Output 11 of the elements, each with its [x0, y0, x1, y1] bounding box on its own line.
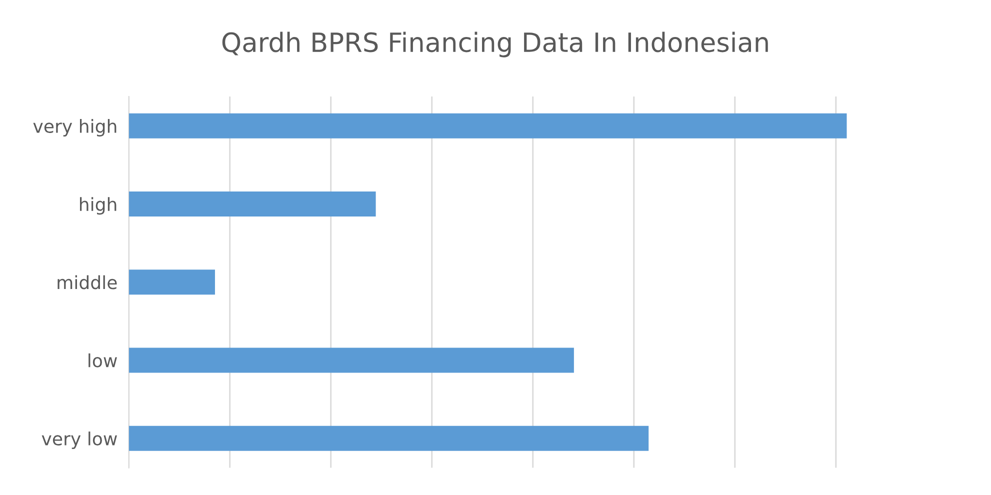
y-tick-label: very low — [42, 432, 117, 450]
y-tick-label: middle — [58, 275, 117, 290]
bar — [128, 348, 574, 373]
chart-title: Qardh BPRS Financing Data In Indonesian — [222, 32, 768, 58]
bar — [128, 426, 649, 451]
y-tick-label: low — [88, 353, 117, 368]
bar — [128, 270, 215, 295]
y-tick-label: high — [80, 197, 116, 215]
bar — [128, 192, 376, 217]
bar — [128, 113, 847, 138]
y-tick-label: very high — [33, 119, 116, 137]
